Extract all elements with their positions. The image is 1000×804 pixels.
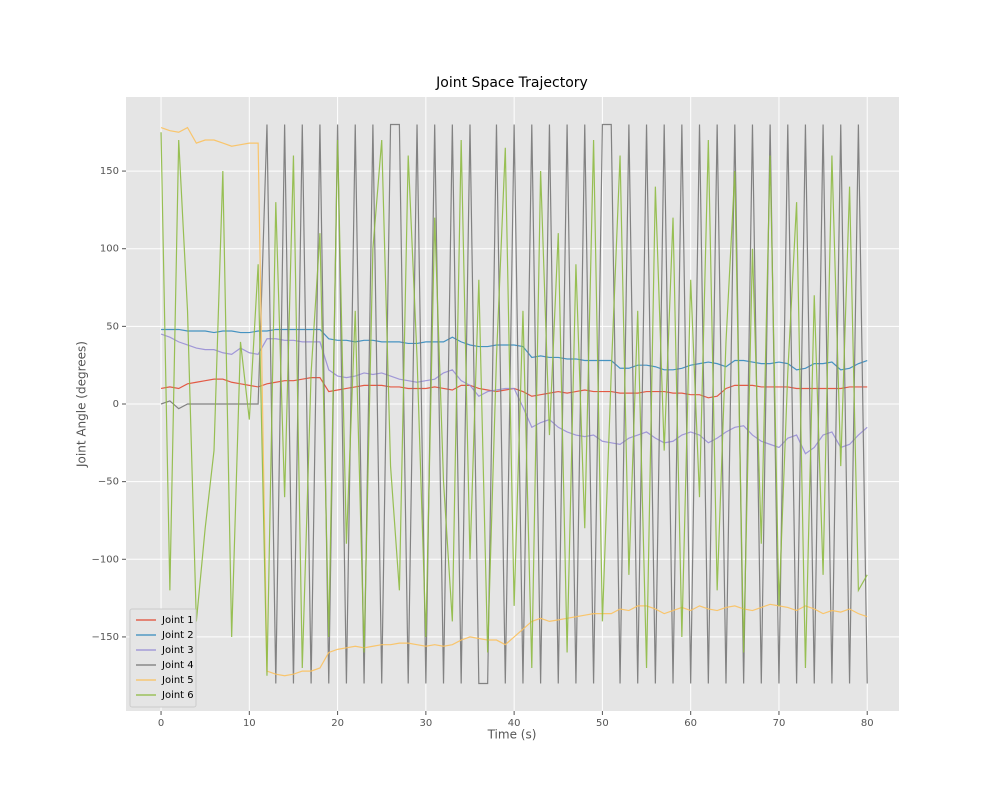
series-line xyxy=(160,126,868,677)
series-line xyxy=(160,333,868,455)
legend-label: Joint 4 xyxy=(161,660,194,671)
x-tick-label: 0 xyxy=(158,718,164,729)
series-line xyxy=(160,123,868,685)
legend-label: Joint 1 xyxy=(161,615,194,626)
legend-label: Joint 3 xyxy=(161,645,194,656)
x-tick-label: 50 xyxy=(596,718,609,729)
y-tick-label: 100 xyxy=(100,244,119,255)
x-tick-label: 10 xyxy=(243,718,256,729)
series-line xyxy=(160,132,868,676)
x-tick-label: 30 xyxy=(419,718,432,729)
legend-box xyxy=(129,608,197,708)
y-tick-label: 0 xyxy=(113,399,119,410)
legend-label: Joint 2 xyxy=(161,630,194,641)
y-tick-label: −50 xyxy=(98,477,119,488)
y-axis-label: Joint Angle (degrees) xyxy=(75,341,89,468)
x-tick-label: 70 xyxy=(773,718,786,729)
y-tick-label: −150 xyxy=(92,632,119,643)
x-tick-label: 80 xyxy=(861,718,874,729)
chart-title: Joint Space Trajectory xyxy=(435,75,588,91)
x-axis-label: Time (s) xyxy=(487,728,537,742)
legend-label: Joint 5 xyxy=(161,675,194,686)
legend-label: Joint 6 xyxy=(161,690,194,701)
y-tick-label: −100 xyxy=(92,554,119,565)
x-tick-label: 40 xyxy=(508,718,521,729)
x-tick-label: 60 xyxy=(684,718,697,729)
y-tick-label: 50 xyxy=(106,321,119,332)
x-tick-label: 20 xyxy=(331,718,344,729)
y-tick-label: 150 xyxy=(100,166,119,177)
